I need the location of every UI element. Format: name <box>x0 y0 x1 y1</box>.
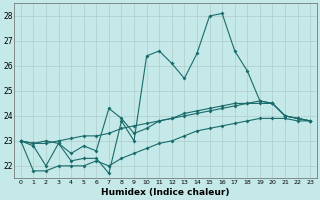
X-axis label: Humidex (Indice chaleur): Humidex (Indice chaleur) <box>101 188 230 197</box>
